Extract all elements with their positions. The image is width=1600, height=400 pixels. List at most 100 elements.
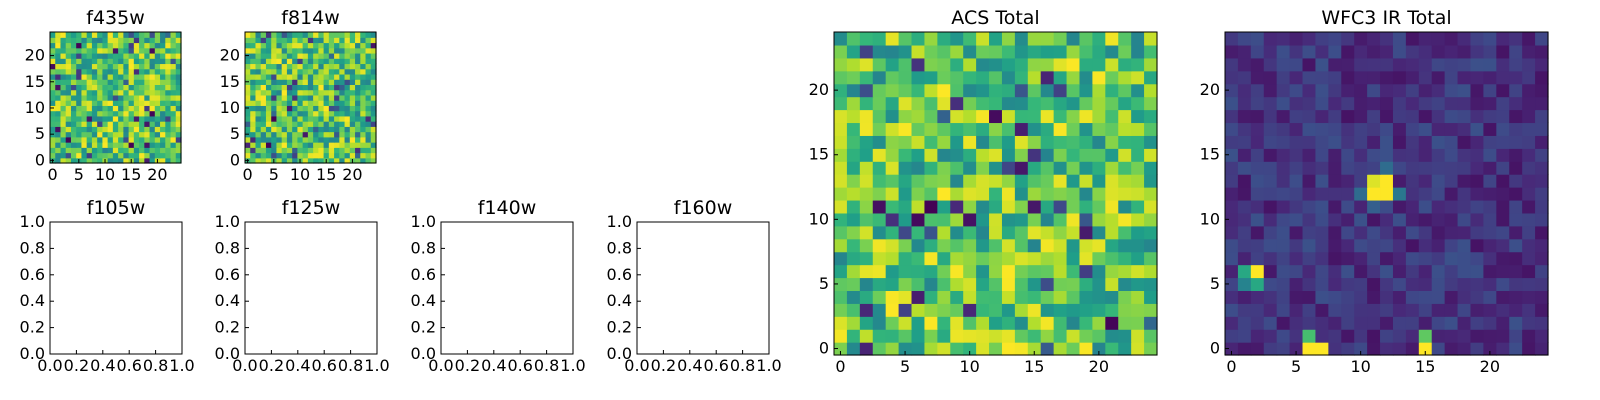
heatmap-cell [365,79,372,85]
heatmap-cell [1328,316,1342,330]
heatmap-cell [118,42,124,49]
heatmap-cell [1014,238,1029,253]
heatmap-cell [286,152,293,159]
y-tick-label: 0 [35,150,45,169]
heatmap-cell [911,70,926,85]
heatmap-cell [128,52,135,59]
heatmap-cell [112,94,119,101]
heatmap-cell [1315,44,1329,59]
heatmap-cell [118,131,124,138]
heatmap-cell [318,142,325,148]
heatmap-cell [271,52,278,59]
heatmap-cell [118,32,124,38]
heatmap-cell [76,58,83,65]
heatmap-cell [170,63,177,70]
heatmap-cell [911,122,926,136]
heatmap-cell [144,47,151,54]
y-tick-label: 5 [35,124,45,143]
heatmap-cell [60,94,67,101]
heatmap-cell [97,100,103,106]
heatmap-cell [1276,148,1291,162]
heatmap-cell [76,100,83,106]
heatmap-cell [370,84,377,91]
heatmap-cell [1225,225,1239,240]
heatmap-cell [265,142,272,148]
heatmap-cell [1341,161,1355,175]
y-tick-label: 0.4 [607,291,632,310]
heatmap-cell [344,89,351,96]
heatmap-cell [1328,251,1342,266]
heatmap-cell [97,68,103,75]
x-tick-label: 5 [900,357,910,376]
heatmap-cell [1131,148,1145,162]
heatmap-cell [898,303,913,317]
heatmap-cell [989,290,1003,304]
heatmap-cell [1144,264,1158,279]
heatmap-cell [112,89,119,96]
heatmap-cell [307,52,314,59]
heatmap-cell [55,79,62,85]
heatmap-cell [976,44,990,59]
heatmap-cell [1496,238,1510,253]
heatmap-cell [898,264,913,279]
heatmap-cell [898,148,913,162]
heatmap-cell [170,58,177,65]
heatmap-cell [1079,264,1093,279]
heatmap-cell [846,122,861,136]
heatmap-cell [344,142,351,148]
heatmap-cell [107,142,114,148]
heatmap-cell [898,109,913,124]
heatmap-cell [334,68,340,75]
heatmap-cell [1392,329,1407,343]
heatmap-cell [911,264,926,279]
heatmap-cell [175,42,182,49]
heatmap-cell [260,73,267,80]
heatmap-cell [1444,251,1459,266]
heatmap-cell [1483,238,1497,253]
heatmap-cell [924,174,938,188]
panel-title: f160w [674,197,733,219]
heatmap-cell [102,58,109,65]
heatmap-cell [1066,44,1081,59]
heatmap-cell [1027,251,1042,266]
heatmap-cell [65,142,72,148]
heatmap-cell [989,161,1003,175]
heatmap-cell [271,94,278,101]
heatmap-cell [1483,122,1497,136]
heatmap-cell [1053,290,1068,304]
x-tick-label: 0.6 [311,356,336,375]
heatmap-cell [1053,83,1068,98]
heatmap-cell [1014,161,1029,175]
heatmap-cell [846,238,861,253]
heatmap-cell [1522,161,1536,175]
heatmap-cell [885,96,900,111]
heatmap-cell [1053,303,1068,317]
heatmap-cell [1509,44,1523,59]
heatmap-cell [1470,264,1484,279]
heatmap-cell [1496,290,1510,304]
heatmap-cell [898,70,913,85]
heatmap-cell [286,63,293,70]
heatmap-cell [1066,212,1081,227]
heatmap-cell [898,96,913,111]
heatmap-cell [313,94,319,101]
heatmap-cell [1418,290,1433,304]
heatmap-cell [872,70,887,85]
heatmap-cell [65,105,72,112]
heatmap-cell [1302,342,1317,356]
heatmap-cell [924,109,938,124]
heatmap-cell [260,32,267,38]
heatmap-cell [339,115,346,122]
heatmap-cell [349,42,356,49]
heatmap-cell [328,47,335,54]
heatmap-cell [1263,277,1278,291]
heatmap-cell [1328,57,1342,72]
heatmap-cell [70,136,77,143]
heatmap-cell [133,68,140,75]
heatmap-cell [1522,174,1536,188]
heatmap-cell [81,121,88,127]
heatmap-cell [1144,44,1158,59]
heatmap-cell [1496,199,1510,214]
heatmap-cell [834,135,848,149]
